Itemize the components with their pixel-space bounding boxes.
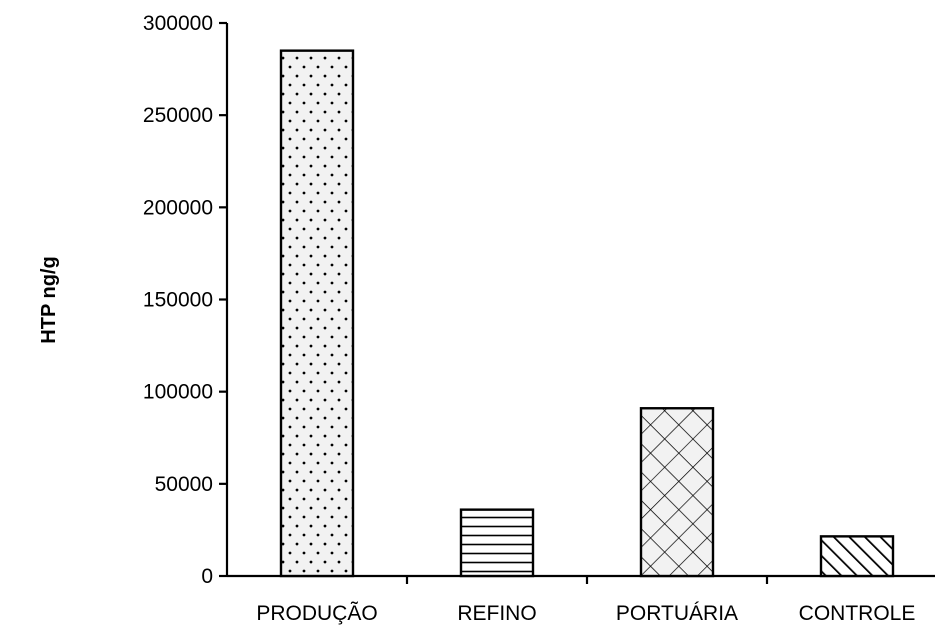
y-tick-label: 300000 [143, 12, 213, 35]
y-tick-label: 100000 [143, 381, 213, 404]
bar-refino [459, 508, 535, 578]
bar-controle [819, 535, 895, 578]
x-category-label: REFINO [457, 602, 536, 625]
y-tick-label: 250000 [143, 104, 213, 127]
y-tick-label: 0 [201, 565, 213, 588]
bar-produção [279, 49, 355, 578]
y-axis-title: HTP ng/g [38, 256, 60, 343]
bar-portuária [639, 407, 715, 578]
category-labels: PRODUÇÃO REFINO PORTUÁRIA CONTROLE [256, 601, 915, 625]
y-tick-label: 200000 [143, 196, 213, 219]
y-tick-label: 50000 [155, 473, 213, 496]
x-category-label: PORTUÁRIA [616, 602, 738, 625]
x-category-label: CONTROLE [799, 602, 916, 625]
bars [279, 49, 895, 578]
y-tick-label: 150000 [143, 289, 213, 312]
y-axis: 0 50000 100000 150000 200000 250000 300000 [143, 12, 229, 588]
x-category-label: PRODUÇÃO [256, 601, 377, 625]
